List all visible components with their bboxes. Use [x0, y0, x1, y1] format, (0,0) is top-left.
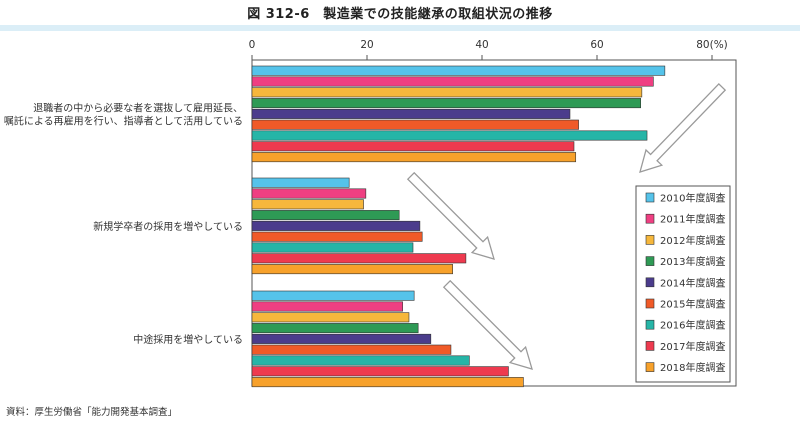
bar	[251, 152, 577, 163]
legend-label: 2014年度調査	[660, 276, 725, 289]
source-note: 資料：厚生労働省「能力開発基本調査」	[6, 407, 178, 418]
legend-swatch	[645, 341, 655, 351]
bar	[251, 177, 350, 188]
bar	[251, 231, 423, 242]
bar	[251, 130, 648, 141]
bar	[251, 108, 571, 119]
trend-arrow	[639, 82, 727, 173]
legend-swatch	[645, 319, 655, 330]
bar	[251, 119, 579, 130]
bar	[251, 323, 419, 334]
x-tick-label: 40	[475, 39, 488, 51]
category-label: 退職者の中から必要な者を選抜して雇用延長、	[33, 101, 243, 114]
bar	[251, 199, 364, 210]
figure-title: 図 312-6 製造業での技能継承の取組状況の推移	[247, 7, 553, 22]
bar	[251, 355, 470, 366]
legend-swatch	[645, 192, 655, 203]
legend-label: 2013年度調査	[660, 255, 725, 268]
bar	[251, 242, 414, 253]
bar	[251, 210, 400, 221]
x-tick-label: 20	[360, 39, 373, 51]
legend-label: 2016年度調査	[660, 319, 725, 332]
x-tick-label: 80(%)	[696, 39, 728, 51]
legend-swatch	[645, 362, 655, 372]
legend-label: 2018年度調査	[660, 361, 725, 374]
bar	[251, 344, 452, 355]
category-label: 嘱託による再雇用を行い、指導者として活用している	[4, 114, 243, 127]
x-tick-label: 0	[249, 39, 256, 51]
legend-label: 2017年度調査	[660, 340, 725, 353]
legend-swatch	[645, 235, 655, 245]
bar	[251, 366, 509, 377]
legend-swatch	[645, 298, 655, 309]
trend-arrow	[442, 279, 533, 370]
bar	[251, 87, 643, 98]
legend-label: 2011年度調査	[660, 213, 725, 226]
title-band	[0, 25, 800, 31]
legend-swatch	[645, 277, 655, 288]
bar	[251, 377, 524, 388]
bar	[251, 141, 575, 152]
category-label: 中途採用を増やしている	[133, 333, 243, 346]
bar	[251, 333, 432, 344]
bar	[251, 264, 453, 275]
category-label: 新規学卒者の採用を増やしている	[93, 220, 243, 233]
trend-arrow	[406, 171, 495, 260]
x-tick-label: 60	[590, 39, 603, 51]
bar	[251, 253, 467, 264]
bar	[251, 312, 410, 323]
bar	[251, 76, 654, 87]
legend-label: 2010年度調査	[660, 192, 725, 205]
legend-swatch	[645, 256, 655, 266]
bar	[251, 220, 421, 231]
legend-label: 2015年度調査	[660, 298, 725, 311]
legend-swatch	[645, 213, 655, 224]
legend-label: 2012年度調査	[660, 234, 725, 247]
bar	[251, 188, 367, 199]
bar	[251, 301, 403, 312]
bar	[251, 98, 642, 109]
bar	[251, 65, 666, 76]
bar	[251, 290, 415, 301]
